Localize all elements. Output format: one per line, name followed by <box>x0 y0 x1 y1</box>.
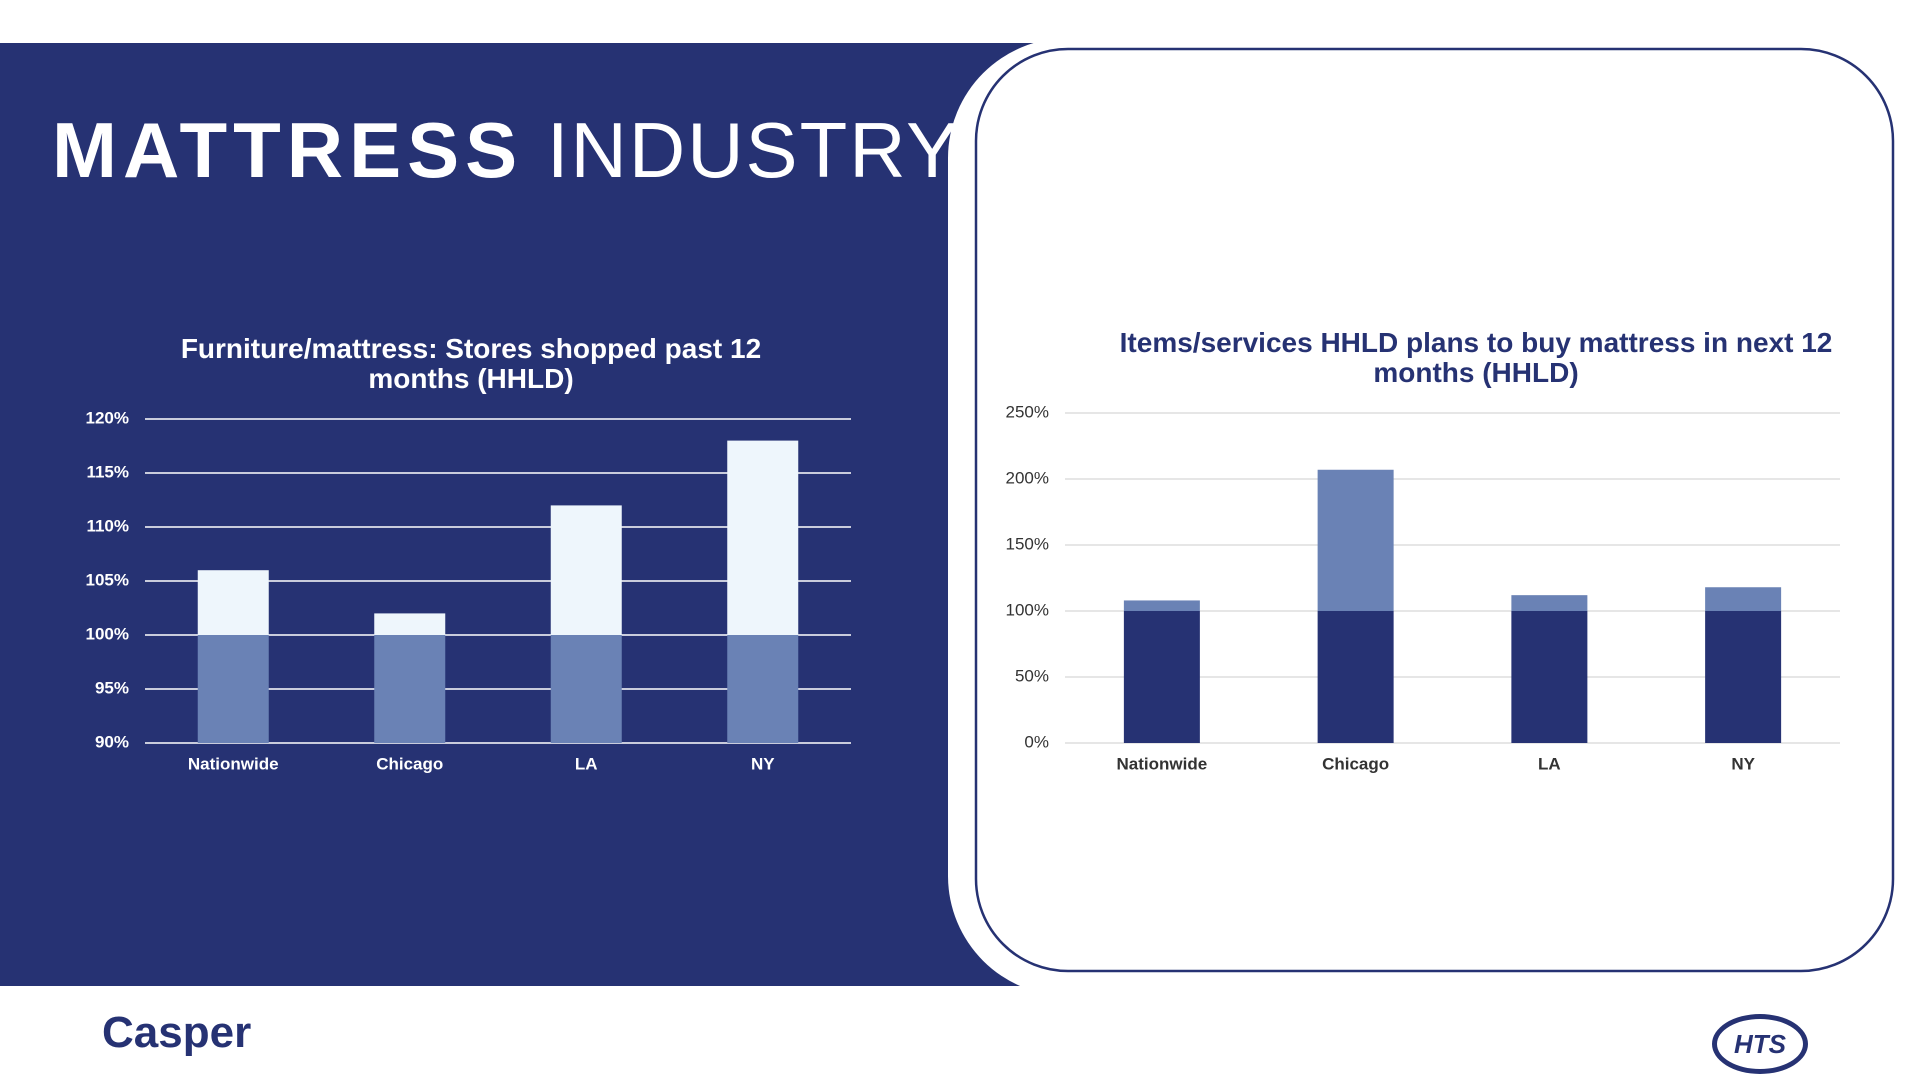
bar-segment <box>197 570 269 635</box>
casper-logo: Casper <box>102 1008 252 1057</box>
bar-segment <box>727 635 799 743</box>
chart-title: Items/services HHLD plans to buy mattres… <box>1119 327 1833 388</box>
bar-segment <box>1511 595 1588 611</box>
bar-segment <box>1123 611 1200 743</box>
x-tick-label: Chicago <box>376 754 443 773</box>
bar-segment <box>197 635 269 743</box>
bar-segment <box>374 613 446 635</box>
y-tick-label: 95% <box>95 678 129 697</box>
y-tick-label: 150% <box>1006 534 1049 553</box>
hts-logo: HTS <box>1712 1014 1808 1074</box>
bar-segment <box>1123 600 1200 611</box>
title-light: INDUSTRY <box>546 106 961 194</box>
x-tick-label: Nationwide <box>1117 754 1208 773</box>
bar-segment <box>727 440 799 635</box>
x-tick-label: LA <box>575 754 598 773</box>
bar-segment <box>1705 611 1782 743</box>
y-tick-label: 100% <box>1006 600 1049 619</box>
x-tick-label: Chicago <box>1322 754 1389 773</box>
bar-segment <box>374 635 446 743</box>
y-tick-label: 105% <box>86 570 129 589</box>
chart-title: Furniture/mattress: Stores shopped past … <box>180 333 762 394</box>
bar-segment <box>1317 469 1394 611</box>
x-tick-label: NY <box>751 754 775 773</box>
y-tick-label: 50% <box>1015 666 1049 685</box>
x-tick-label: Nationwide <box>188 754 279 773</box>
y-tick-label: 0% <box>1024 732 1049 751</box>
y-tick-label: 250% <box>1006 402 1049 421</box>
bar-segment <box>1317 611 1394 743</box>
slide-title: MATTRESS INDUSTRY <box>52 105 960 196</box>
chart-card <box>974 47 1895 973</box>
y-tick-label: 100% <box>86 624 129 643</box>
bar-segment <box>550 635 622 743</box>
x-tick-label: LA <box>1538 754 1561 773</box>
bar-segment <box>550 505 622 635</box>
bar-segment <box>1511 611 1588 743</box>
y-tick-label: 200% <box>1006 468 1049 487</box>
y-tick-label: 115% <box>86 462 129 481</box>
y-tick-label: 120% <box>86 408 129 427</box>
blue-panel <box>0 43 1060 986</box>
bar-segment <box>1705 587 1782 611</box>
y-tick-label: 90% <box>95 732 129 751</box>
title-bold: MATTRESS <box>52 106 524 194</box>
x-tick-label: NY <box>1731 754 1755 773</box>
y-tick-label: 110% <box>86 516 129 535</box>
